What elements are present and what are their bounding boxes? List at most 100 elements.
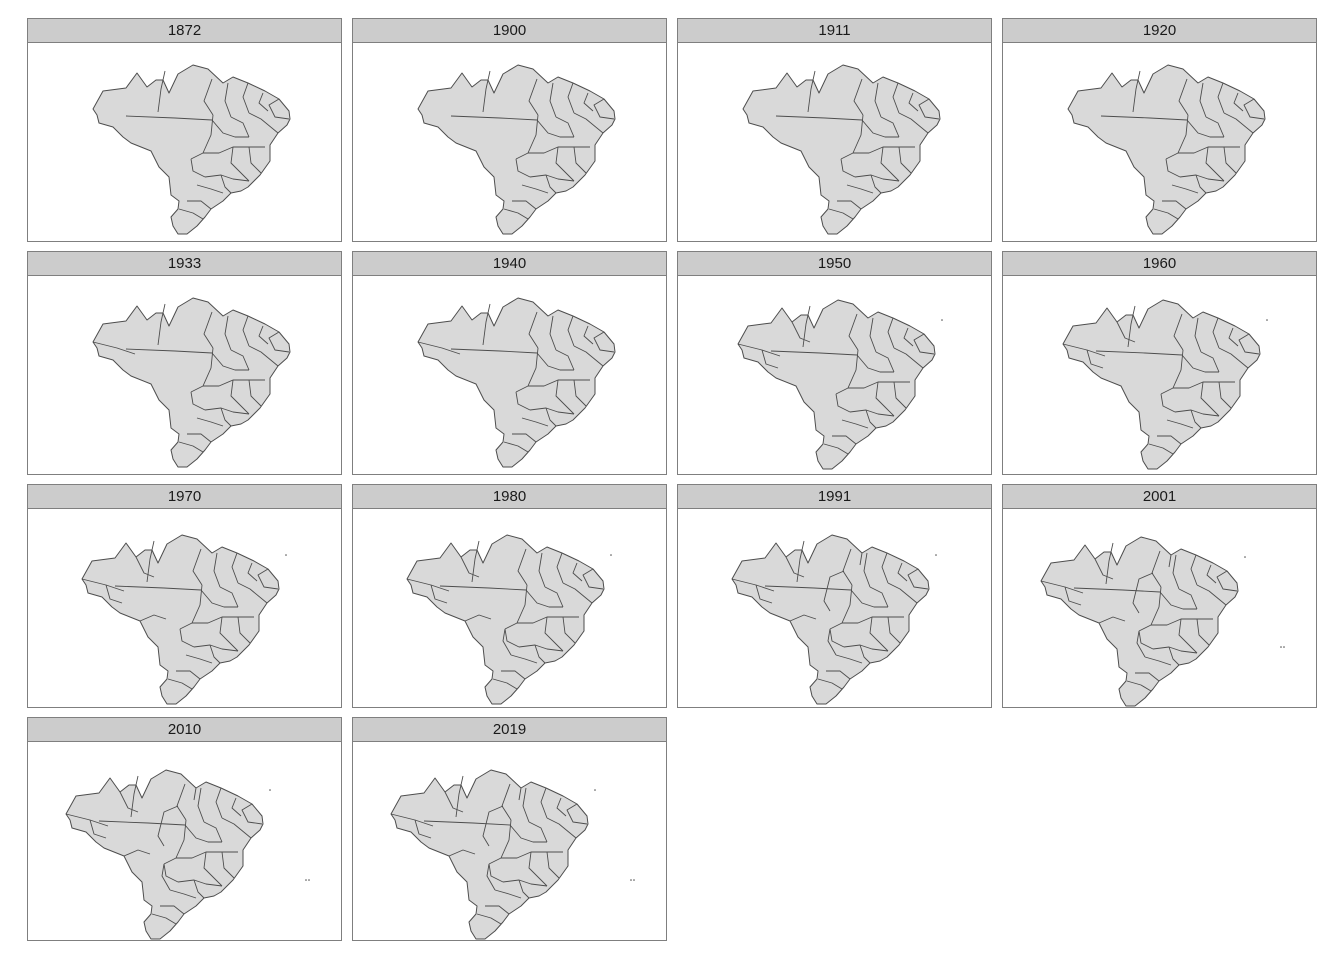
state-border	[430, 584, 448, 604]
state-border	[1157, 435, 1182, 445]
state-border	[1174, 409, 1220, 417]
state-border	[1159, 591, 1197, 610]
state-border	[204, 174, 250, 182]
state-border	[157, 70, 166, 113]
state-border	[1206, 564, 1217, 584]
facet-panel-1991: 1991	[677, 484, 992, 708]
state-border	[1200, 381, 1220, 417]
state-border	[248, 379, 262, 407]
state-border	[835, 349, 859, 395]
state-border	[856, 354, 894, 373]
state-border	[178, 441, 204, 453]
state-border	[761, 349, 779, 369]
state-border	[1098, 616, 1126, 624]
country-outline	[65, 769, 264, 940]
state-border	[268, 98, 290, 120]
state-border	[549, 82, 557, 118]
state-border	[1152, 646, 1198, 654]
state-border	[502, 879, 548, 887]
state-border	[1205, 116, 1225, 138]
state-border	[582, 568, 604, 590]
state-border	[544, 616, 564, 652]
state-border	[247, 562, 258, 582]
state-border	[1095, 350, 1183, 356]
map-panel	[1002, 509, 1317, 708]
brazil-map	[1040, 536, 1285, 707]
state-border	[1243, 98, 1265, 120]
state-border	[573, 112, 604, 134]
state-border	[167, 678, 193, 690]
state-border	[237, 582, 268, 604]
state-border	[546, 851, 560, 879]
state-border	[515, 391, 531, 411]
facet-strip-label: 1940	[352, 251, 667, 276]
state-border	[764, 585, 852, 591]
state-border	[248, 112, 279, 134]
state-border	[555, 116, 575, 138]
state-border	[157, 303, 166, 346]
state-border	[258, 92, 269, 112]
facet-panel-1950: 1950	[677, 251, 992, 475]
state-border	[593, 331, 615, 353]
state-border	[211, 119, 249, 138]
facet-strip-label: 1900	[352, 18, 667, 43]
state-border	[562, 582, 593, 604]
state-border	[1186, 119, 1224, 138]
state-border	[898, 112, 929, 134]
facet-panel-1872: 1872	[27, 18, 342, 242]
state-border	[843, 644, 889, 652]
state-border	[482, 303, 491, 346]
state-border	[534, 644, 546, 664]
state-border	[196, 184, 224, 194]
map-panel	[352, 276, 667, 475]
map-panel	[677, 276, 992, 475]
state-border	[200, 589, 238, 608]
state-border	[573, 345, 604, 367]
map-panel	[352, 43, 667, 242]
country-outline	[92, 297, 291, 468]
state-border	[163, 819, 187, 865]
state-border	[1196, 618, 1210, 646]
facet-panel-1900: 1900	[352, 18, 667, 242]
state-border	[1165, 158, 1181, 178]
map-panel	[27, 742, 342, 941]
state-border	[515, 347, 539, 393]
state-border	[850, 589, 888, 608]
state-border	[789, 614, 817, 622]
state-border	[125, 348, 213, 354]
state-border	[1153, 208, 1179, 220]
state-border	[203, 311, 214, 349]
offshore-island	[630, 879, 632, 881]
state-border	[861, 119, 899, 138]
state-border	[1200, 351, 1220, 373]
country-outline	[417, 297, 616, 468]
state-border	[220, 174, 232, 194]
state-border	[1228, 327, 1239, 347]
state-border	[875, 381, 895, 417]
facet-strip-label: 1920	[1002, 18, 1317, 43]
state-border	[92, 341, 136, 355]
state-border	[549, 315, 557, 351]
state-border	[258, 325, 269, 345]
state-border	[190, 158, 206, 178]
state-border	[875, 351, 895, 373]
state-border	[536, 352, 574, 371]
state-border	[828, 208, 854, 220]
facet-strip-label: 1933	[27, 251, 342, 276]
state-border	[849, 409, 895, 417]
state-border	[573, 146, 587, 174]
facet-strip-label: 1980	[352, 484, 667, 509]
facet-panel-1980: 1980	[352, 484, 667, 708]
country-outline	[737, 299, 936, 470]
state-border	[518, 879, 530, 899]
country-outline	[742, 64, 941, 235]
state-border	[1165, 114, 1189, 160]
map-panel	[1002, 276, 1317, 475]
state-border	[460, 556, 480, 578]
state-border	[193, 787, 197, 801]
offshore-island	[633, 879, 635, 881]
state-border	[817, 678, 843, 690]
state-border	[509, 824, 547, 843]
state-border	[832, 435, 857, 445]
state-border	[823, 570, 845, 612]
